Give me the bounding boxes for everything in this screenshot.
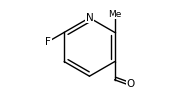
- Text: N: N: [86, 13, 93, 23]
- Text: Me: Me: [108, 10, 121, 19]
- Text: O: O: [126, 79, 135, 89]
- Text: F: F: [45, 37, 51, 47]
